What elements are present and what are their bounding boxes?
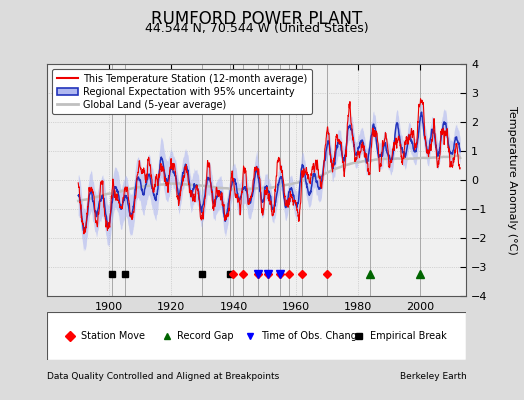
Text: Data Quality Controlled and Aligned at Breakpoints: Data Quality Controlled and Aligned at B… (47, 372, 279, 381)
FancyBboxPatch shape (47, 312, 466, 360)
Text: Station Move: Station Move (81, 331, 145, 341)
Y-axis label: Temperature Anomaly (°C): Temperature Anomaly (°C) (507, 106, 517, 254)
Text: 2000: 2000 (406, 302, 434, 312)
Text: 44.544 N, 70.544 W (United States): 44.544 N, 70.544 W (United States) (145, 22, 368, 35)
Text: 1900: 1900 (95, 302, 123, 312)
Text: 1920: 1920 (157, 302, 185, 312)
Legend: This Temperature Station (12-month average), Regional Expectation with 95% uncer: This Temperature Station (12-month avera… (52, 69, 312, 114)
Text: Record Gap: Record Gap (177, 331, 234, 341)
Text: Berkeley Earth: Berkeley Earth (400, 372, 466, 381)
Text: Empirical Break: Empirical Break (370, 331, 446, 341)
Text: 1960: 1960 (281, 302, 310, 312)
Text: 1980: 1980 (344, 302, 372, 312)
Text: 1940: 1940 (220, 302, 248, 312)
Text: RUMFORD POWER PLANT: RUMFORD POWER PLANT (151, 10, 363, 28)
Text: Time of Obs. Change: Time of Obs. Change (261, 331, 363, 341)
